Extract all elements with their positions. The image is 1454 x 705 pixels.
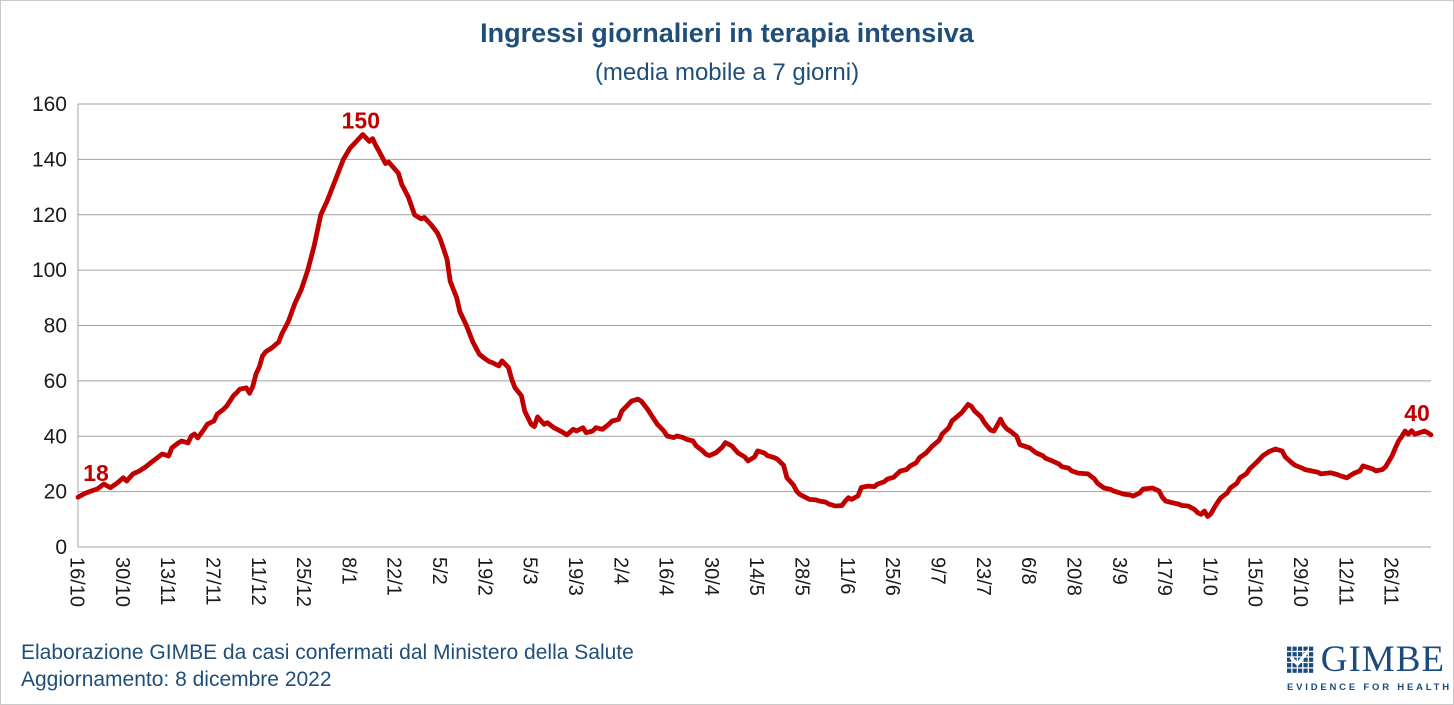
- y-tick-label: 120: [32, 204, 67, 227]
- gimbe-logo: GIMBE EVIDENCE FOR HEALTH: [1287, 639, 1452, 693]
- gimbe-logo-tagline: EVIDENCE FOR HEALTH: [1287, 682, 1452, 693]
- x-tick-label: 25/12: [292, 557, 314, 607]
- data-label: 40: [1404, 400, 1430, 426]
- x-tick-label: 25/6: [881, 557, 903, 596]
- x-tick-label: 30/4: [700, 557, 722, 596]
- x-tick-label: 30/10: [111, 557, 133, 607]
- data-label: 18: [83, 460, 109, 486]
- y-tick-label: 100: [32, 259, 67, 282]
- chart-footer: Elaborazione GIMBE da casi confermati da…: [21, 639, 634, 693]
- x-tick-label: 23/7: [972, 557, 994, 596]
- x-tick-label: 16/4: [655, 557, 677, 596]
- x-tick-label: 5/2: [428, 557, 450, 585]
- y-tick-label: 0: [55, 536, 67, 559]
- series-line: [75, 132, 1434, 519]
- chart-subtitle: (media mobile a 7 giorni): [594, 59, 860, 86]
- x-tick-label: 11/6: [836, 557, 858, 594]
- data-label: 150: [342, 108, 380, 134]
- x-tick-label: 12/11: [1334, 557, 1356, 606]
- x-tick-label: 11/12: [247, 557, 269, 606]
- y-tick-label: 140: [32, 148, 67, 171]
- x-tick-label: 1/10: [1198, 557, 1220, 596]
- y-tick-label: 80: [44, 315, 67, 338]
- x-tick-label: 22/1: [383, 557, 405, 596]
- x-tick-label: 20/8: [1062, 557, 1084, 596]
- x-axis-tick-labels: 16/10 30/10 13/11 27/11 11/12 25/12 8/1 22/1 5/2…: [66, 557, 1402, 607]
- x-tick-label: 26/11: [1380, 557, 1402, 606]
- x-tick-label: 13/11: [156, 557, 178, 606]
- gimbe-logo-name: GIMBE: [1320, 639, 1445, 680]
- x-tick-label: 3/9: [1108, 557, 1130, 585]
- chart-title: Ingressi giornalieri in terapia intensiv…: [480, 18, 974, 48]
- x-tick-label: 19/2: [473, 557, 495, 596]
- x-tick-label: 14/5: [745, 557, 767, 596]
- x-tick-label: 27/11: [201, 557, 223, 606]
- x-tick-label: 5/3: [519, 557, 541, 585]
- y-tick-label: 160: [32, 93, 67, 116]
- data-labels: 18 150 40: [83, 108, 1430, 487]
- x-tick-label: 15/10: [1244, 557, 1266, 607]
- x-tick-label: 19/3: [564, 557, 586, 596]
- x-tick-label: 9/7: [927, 557, 949, 585]
- footer-source-line: Elaborazione GIMBE da casi confermati da…: [21, 641, 634, 664]
- y-axis-tick-labels: 0 20 40 60 80 100 120 140 160: [32, 93, 67, 559]
- y-tick-label: 60: [44, 370, 67, 393]
- x-tick-label: 16/10: [66, 557, 88, 607]
- x-tick-label: 28/5: [791, 557, 813, 596]
- y-tick-label: 20: [44, 481, 67, 504]
- x-tick-label: 2/4: [609, 557, 631, 585]
- x-tick-label: 6/8: [1017, 557, 1039, 585]
- x-tick-label: 29/10: [1289, 557, 1311, 607]
- gimbe-logo-icon: [1287, 646, 1314, 673]
- gridlines: [77, 103, 1431, 548]
- x-tick-label: 17/9: [1153, 557, 1175, 596]
- footer-update-line: Aggiornamento: 8 dicembre 2022: [21, 668, 332, 691]
- x-tick-label: 8/1: [337, 557, 359, 585]
- y-tick-label: 40: [44, 425, 67, 448]
